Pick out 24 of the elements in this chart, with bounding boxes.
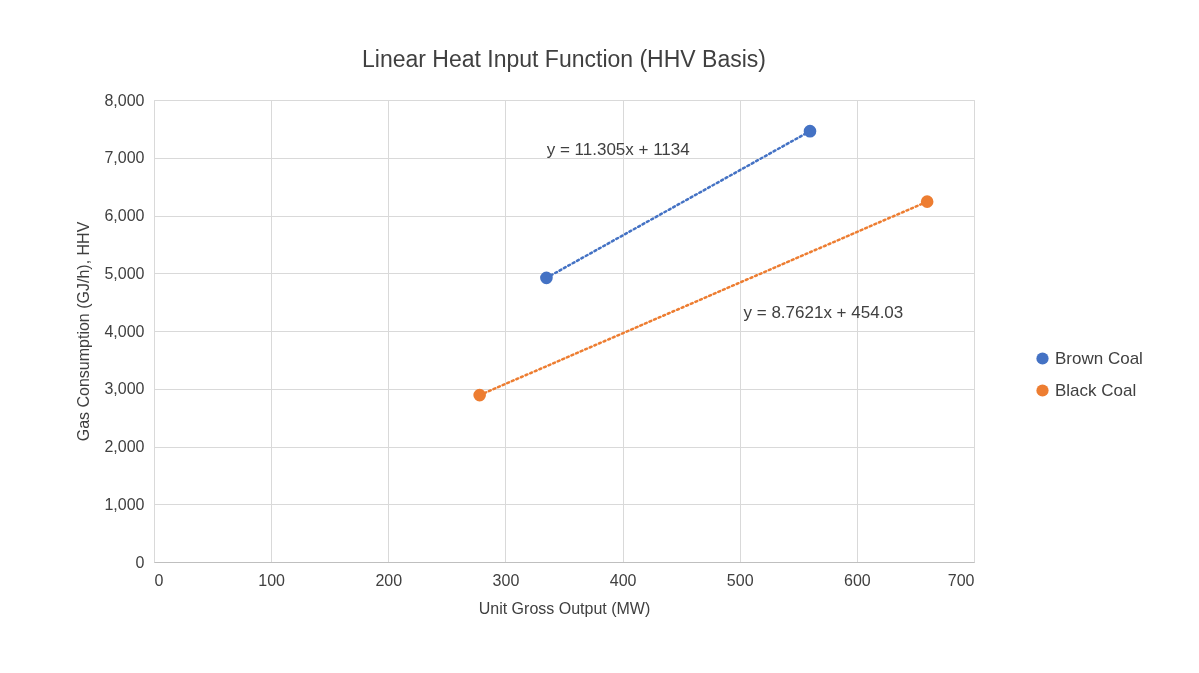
y-tick-label: 8,000 [104, 91, 145, 109]
x-tick-label: 700 [947, 571, 975, 589]
y-tick-label: 2,000 [104, 438, 145, 455]
y-tick-label: 3,000 [104, 380, 145, 398]
legend-label: Black Coal [1055, 380, 1137, 400]
x-axis-title: Unit Gross Output (MW) [478, 599, 651, 617]
x-tick-label: 200 [375, 571, 403, 589]
y-tick-label: 0 [135, 553, 145, 571]
x-tick-label: 500 [726, 571, 754, 589]
y-tick-label: 7,000 [104, 149, 145, 167]
x-tick-label: 400 [609, 571, 637, 589]
y-tick-label: 4,000 [104, 322, 145, 340]
y-tick-label: 5,000 [104, 264, 145, 282]
chart-title: Linear Heat Input Function (HHV Basis) [362, 46, 766, 72]
legend-label: Brown Coal [1055, 348, 1143, 368]
x-tick-label: 300 [492, 571, 520, 589]
x-tick-label: 0 [154, 571, 164, 589]
y-axis-title: Gas Consumption (GJ/h), HHV [75, 221, 93, 442]
x-tick-label: 100 [258, 571, 286, 589]
annotation: y = 11.305x + 1134 [546, 139, 690, 159]
y-tick-label: 1,000 [104, 495, 145, 513]
annotation: y = 8.7621x + 454.03 [743, 303, 904, 323]
y-tick-label: 6,000 [104, 207, 145, 224]
x-tick-label: 600 [844, 571, 871, 589]
